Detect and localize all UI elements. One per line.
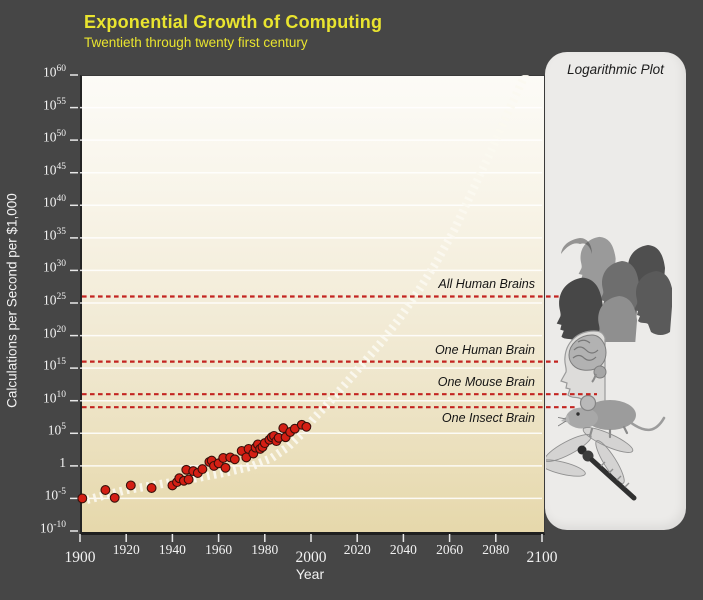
y-tick-label: 1045	[43, 161, 66, 178]
x-tick-label: 1940	[158, 542, 186, 557]
x-tick-label: 2060	[436, 542, 464, 557]
x-tick-label: 2020	[343, 542, 371, 557]
x-tick-label: 2040	[389, 542, 417, 557]
x-tick-label: 2000	[295, 549, 327, 566]
y-tick-label: 1015	[43, 357, 66, 373]
y-tick-label: 1	[59, 454, 66, 470]
x-tick-label: 1960	[205, 542, 233, 557]
ref-label-one-mouse-brain: One Mouse Brain	[437, 375, 535, 390]
y-tick-label: 1050	[43, 129, 66, 145]
y-tick-label: 1025	[43, 292, 66, 308]
ref-label-all-human-brains: All Human Brains	[438, 277, 535, 292]
x-tick-label: 1920	[112, 542, 140, 557]
x-tick-label: 2100	[526, 549, 558, 566]
x-axis-title: Year	[295, 566, 325, 582]
plot-area	[80, 75, 545, 535]
x-tick-label: 1900	[64, 549, 96, 566]
human-brain-image	[560, 330, 607, 409]
dragonfly-image	[546, 427, 637, 501]
ref-label-one-insect-brain: One Insect Brain	[441, 411, 535, 426]
panel-title: Logarithmic Plot	[567, 62, 664, 77]
y-tick-label: 10-5	[44, 487, 66, 503]
ref-label-one-human-brain: One Human Brain	[434, 342, 535, 357]
y-tick-label: 1030	[43, 259, 66, 275]
human-heads-image	[556, 236, 672, 342]
chart-subtitle: Twentieth through twenty first century	[84, 35, 308, 50]
y-tick-label: 1020	[43, 324, 66, 341]
y-tick-label: 1010	[43, 389, 66, 406]
x-tick-label: 2080	[482, 542, 510, 557]
x-tick-label: 1980	[251, 542, 279, 557]
y-tick-label: 1040	[43, 194, 66, 210]
y-tick-label: 1055	[43, 96, 66, 113]
y-axis-title: Calculations per Second per $1,000	[4, 193, 20, 408]
y-tick-label: 10-10	[39, 520, 66, 536]
y-tick-label: 105	[47, 422, 66, 438]
y-tick-label: 1035	[43, 226, 66, 243]
y-tick-label: 1060	[43, 64, 66, 80]
chart-title: Exponential Growth of Computing	[84, 12, 383, 32]
